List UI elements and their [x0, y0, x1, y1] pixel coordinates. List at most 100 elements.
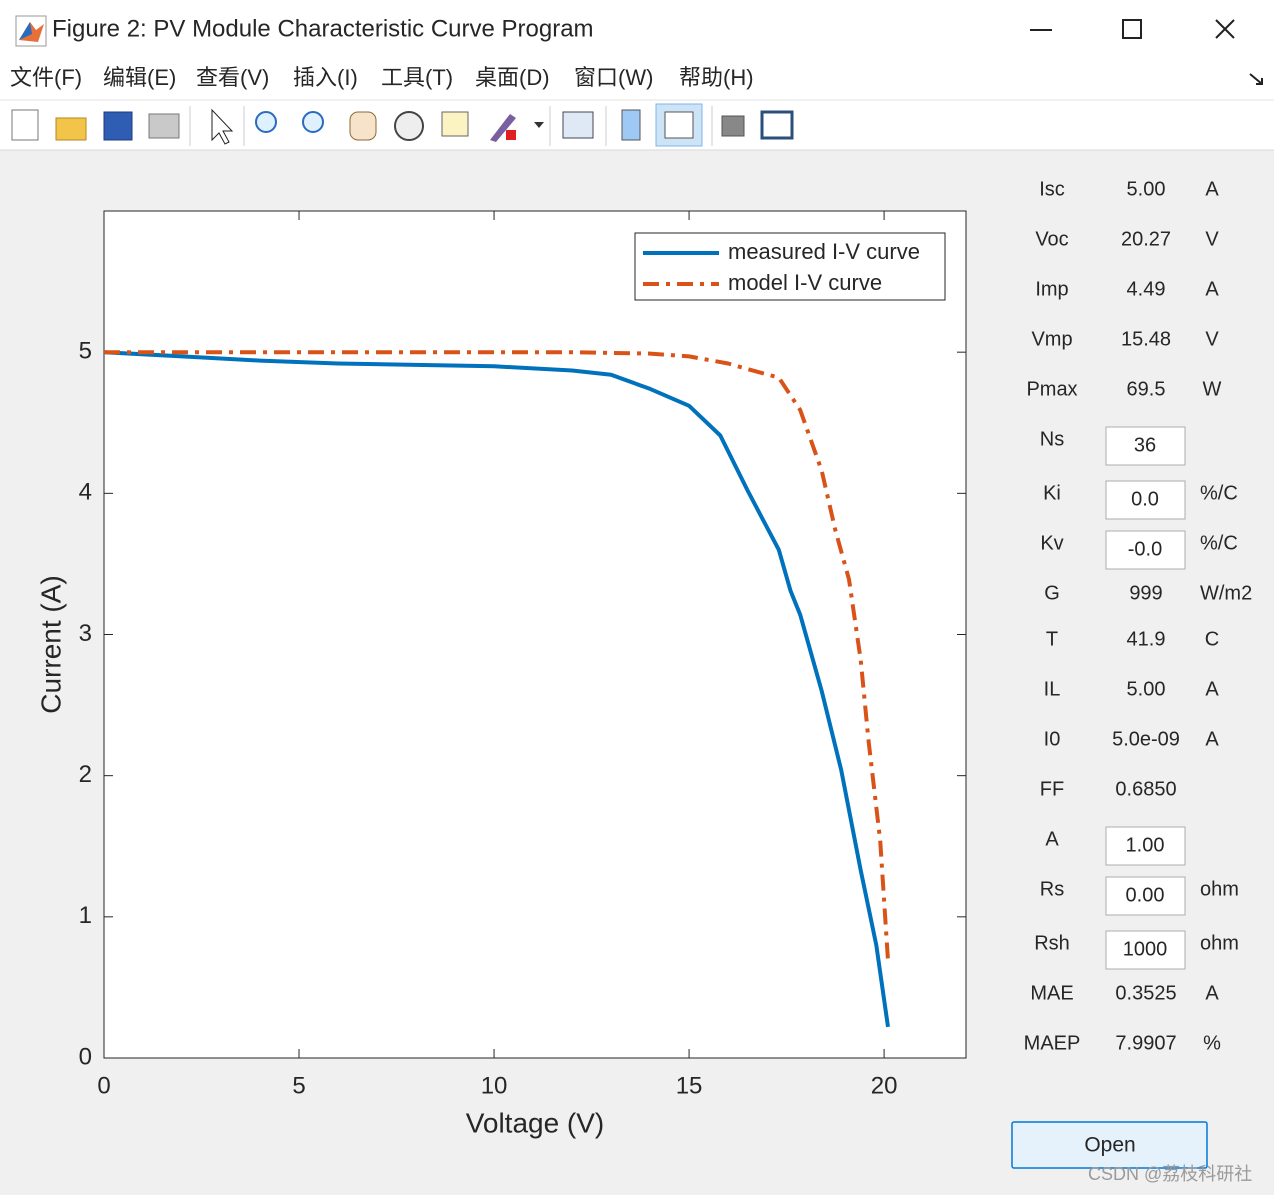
param-label: T [1046, 628, 1058, 650]
dock-arrow[interactable] [1249, 73, 1263, 85]
menu-item[interactable]: 文件(F) [10, 65, 82, 90]
open-button-label[interactable]: Open [1084, 1134, 1135, 1157]
y-axis-label: Current (A) [35, 575, 66, 713]
tool-brush[interactable] [490, 114, 516, 142]
param-value: 5.00 [1127, 178, 1166, 200]
param-value: 5.00 [1127, 678, 1166, 700]
param-label: IL [1044, 678, 1061, 700]
param-value: 5.0e-09 [1112, 728, 1180, 750]
param-label: Ki [1043, 482, 1061, 504]
param-unit: C [1205, 628, 1219, 650]
tool-zoom-out[interactable] [302, 111, 324, 133]
param-unit: %/C [1200, 532, 1238, 554]
param-label: MAE [1030, 982, 1073, 1004]
param-input[interactable] [1105, 530, 1186, 570]
open-button[interactable] [1011, 1121, 1208, 1169]
menu-item[interactable]: 桌面(D) [475, 65, 550, 90]
menu-item[interactable]: 工具(T) [381, 65, 453, 90]
param-value: 20.27 [1121, 228, 1171, 250]
menu-item[interactable]: 窗口(W) [574, 65, 653, 90]
tool-colorbar[interactable] [621, 109, 641, 141]
menu-item[interactable]: 查看(V) [196, 65, 269, 90]
x-axis-label: Voltage (V) [466, 1107, 605, 1138]
param-value: 0.6850 [1115, 778, 1176, 800]
tool-brush-color [506, 130, 516, 140]
param-unit: W [1203, 378, 1222, 400]
y-tick-label: 5 [79, 338, 92, 365]
app-icon [15, 15, 47, 47]
param-input-value[interactable]: 1000 [1123, 938, 1168, 960]
param-unit: ohm [1200, 932, 1239, 954]
param-value: 0.3525 [1115, 982, 1176, 1004]
y-tick-label: 0 [79, 1043, 92, 1070]
tool-new[interactable] [11, 109, 39, 141]
param-input[interactable] [1105, 480, 1186, 520]
tool-rotate[interactable] [394, 111, 424, 141]
param-label: A [1045, 828, 1059, 850]
param-input[interactable] [1105, 426, 1186, 466]
menu-item[interactable]: 帮助(H) [679, 65, 754, 90]
tool-hide-plot[interactable] [721, 115, 745, 137]
param-unit: V [1205, 228, 1219, 250]
param-unit: A [1205, 982, 1219, 1004]
param-label: Ns [1040, 428, 1064, 450]
x-tick-label: 10 [481, 1072, 508, 1099]
y-tick-label: 2 [79, 761, 92, 788]
param-label: Voc [1035, 228, 1068, 250]
param-input[interactable] [1105, 826, 1186, 866]
param-label: FF [1040, 778, 1064, 800]
tool-zoom-in[interactable] [255, 111, 277, 133]
axes-bg [103, 210, 967, 1059]
tool-brush-menu[interactable] [534, 122, 544, 128]
tool-datatip[interactable] [441, 111, 469, 137]
param-label: Imp [1035, 278, 1068, 300]
param-input[interactable] [1105, 876, 1186, 916]
param-label: Vmp [1031, 328, 1072, 350]
param-label: MAEP [1024, 1032, 1081, 1054]
close-button[interactable] [1215, 19, 1235, 39]
menu-item[interactable]: 编辑(E) [103, 65, 176, 90]
series-line [103, 350, 890, 1028]
tool-open[interactable] [55, 117, 87, 141]
param-input-value[interactable]: 0.0 [1131, 488, 1159, 510]
tool-save[interactable] [103, 111, 133, 141]
param-unit: A [1205, 678, 1219, 700]
param-unit: V [1205, 328, 1219, 350]
y-tick-label: 3 [79, 620, 92, 647]
parameter-panel: Isc 5.00 A Voc 20.27 V Imp 4.49 A Vmp 15.48 V Pmax 69… [1024, 178, 1253, 1054]
param-unit: A [1205, 278, 1219, 300]
tool-pan[interactable] [349, 111, 377, 141]
param-value: 999 [1129, 582, 1162, 604]
maximize-button[interactable] [1122, 19, 1142, 39]
tool-link[interactable] [562, 111, 594, 139]
watermark: CSDN @荔枝科研社 [1088, 1164, 1252, 1184]
param-input-value[interactable]: 0.00 [1126, 884, 1165, 906]
toolbar [11, 103, 794, 147]
menu-item[interactable]: 插入(I) [293, 65, 358, 90]
menu-bar: 文件(F) 编辑(E) 查看(V) 插入(I) 工具(T) 桌面(D) 窗口(W) 帮助(H) [10, 65, 754, 90]
param-input-value[interactable]: 1.00 [1126, 834, 1165, 856]
param-label: Kv [1040, 532, 1063, 554]
param-unit: % [1203, 1032, 1221, 1054]
tool-pointer[interactable] [211, 108, 234, 145]
param-input[interactable] [1105, 930, 1186, 970]
param-input-value[interactable]: -0.0 [1128, 538, 1162, 560]
tool-legend[interactable] [664, 111, 694, 139]
param-label: Rs [1040, 878, 1064, 900]
y-tick-label: 1 [79, 902, 92, 929]
param-unit: %/C [1200, 482, 1238, 504]
param-input-value[interactable]: 36 [1134, 434, 1156, 456]
param-label: G [1044, 582, 1060, 604]
x-tick-label: 20 [871, 1072, 898, 1099]
param-unit: A [1205, 178, 1219, 200]
param-value: 7.9907 [1115, 1032, 1176, 1054]
param-value: 69.5 [1127, 378, 1166, 400]
tool-show-plot[interactable] [760, 110, 794, 140]
x-tick-label: 15 [676, 1072, 703, 1099]
legend-box [634, 232, 946, 301]
param-unit: ohm [1200, 878, 1239, 900]
tool-print[interactable] [148, 113, 180, 139]
param-value: 4.49 [1127, 278, 1166, 300]
x-tick-label: 0 [97, 1072, 110, 1099]
